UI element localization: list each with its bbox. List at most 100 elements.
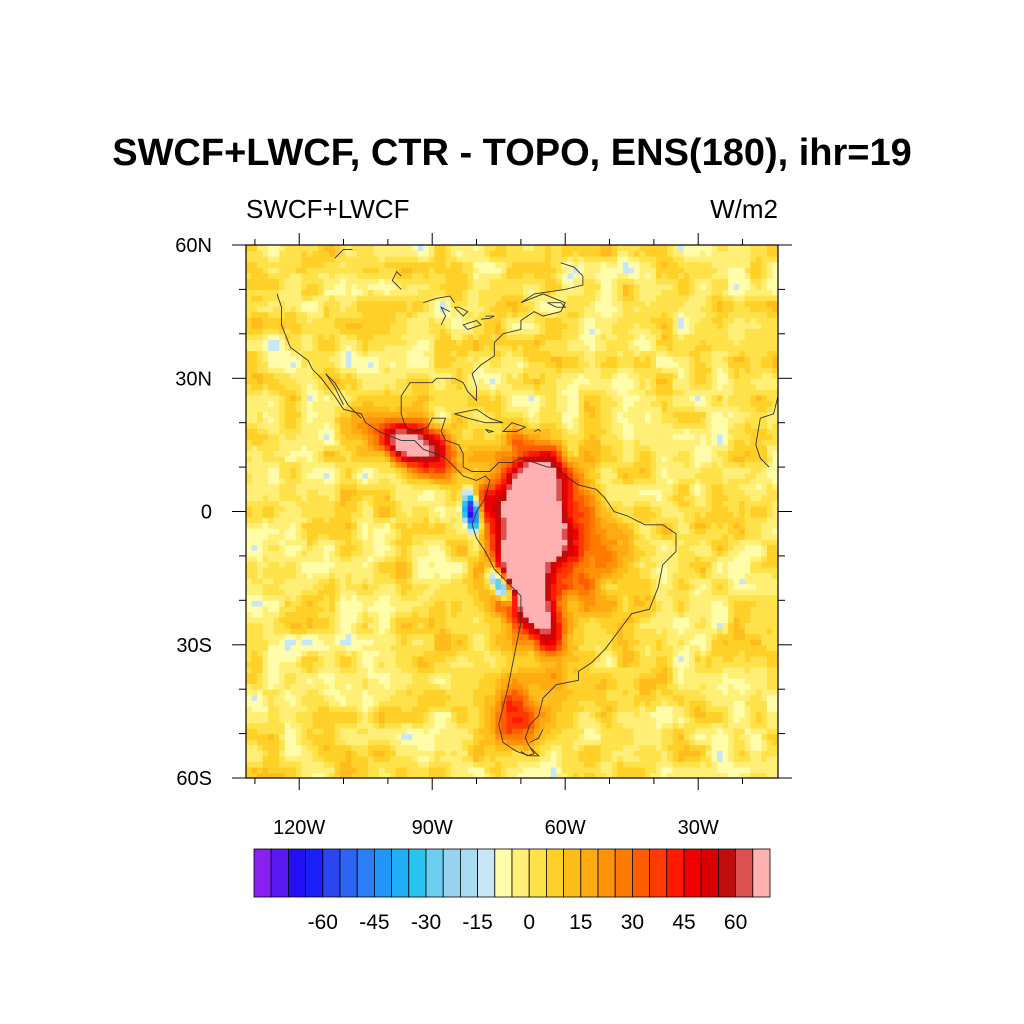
field-cell bbox=[523, 716, 530, 724]
field-cell bbox=[523, 728, 530, 735]
field-cell bbox=[340, 700, 347, 707]
field-cell bbox=[512, 600, 519, 607]
field-cell bbox=[323, 389, 330, 396]
field-cell bbox=[512, 722, 519, 729]
field-cell bbox=[478, 339, 485, 346]
field-cell bbox=[295, 561, 303, 568]
field-cell bbox=[456, 572, 463, 579]
field-cell bbox=[340, 739, 347, 746]
field-cell bbox=[412, 245, 419, 252]
field-cell bbox=[356, 306, 363, 313]
field-cell bbox=[462, 689, 469, 696]
field-cell bbox=[417, 700, 424, 707]
field-cell bbox=[290, 528, 297, 535]
field-cell bbox=[473, 333, 480, 340]
field-cell bbox=[467, 300, 474, 307]
field-cell bbox=[500, 733, 508, 740]
field-cell bbox=[384, 433, 391, 440]
field-cell bbox=[473, 711, 480, 718]
field-cell bbox=[356, 611, 363, 618]
field-cell bbox=[451, 417, 458, 424]
field-cell bbox=[506, 616, 513, 624]
field-cell bbox=[312, 511, 319, 518]
field-cell bbox=[528, 433, 535, 440]
field-cell bbox=[334, 478, 341, 485]
field-cell bbox=[473, 306, 480, 313]
field-cell bbox=[512, 583, 519, 590]
field-cell bbox=[412, 766, 419, 774]
field-cell bbox=[489, 455, 496, 463]
field-cell bbox=[312, 755, 319, 762]
field-cell bbox=[434, 411, 441, 418]
field-cell bbox=[379, 567, 386, 574]
field-cell bbox=[306, 372, 314, 379]
field-cell bbox=[523, 389, 530, 396]
field-cell bbox=[395, 750, 402, 757]
field-cell bbox=[373, 689, 380, 696]
field-cell bbox=[268, 472, 275, 479]
field-cell bbox=[318, 300, 325, 307]
field-cell bbox=[345, 761, 352, 768]
field-cell bbox=[268, 578, 275, 585]
field-cell bbox=[345, 383, 352, 390]
field-cell bbox=[284, 683, 291, 690]
field-cell bbox=[284, 256, 291, 263]
field-cell bbox=[379, 411, 386, 418]
field-cell bbox=[406, 672, 413, 679]
field-cell bbox=[489, 600, 496, 607]
field-cell bbox=[362, 250, 369, 257]
field-cell bbox=[412, 439, 419, 446]
field-cell bbox=[406, 278, 413, 285]
field-cell bbox=[417, 594, 424, 601]
field-cell bbox=[523, 517, 530, 524]
field-cell bbox=[390, 311, 397, 318]
field-cell bbox=[445, 322, 452, 329]
field-cell bbox=[401, 539, 408, 546]
field-cell bbox=[484, 644, 491, 651]
field-cell bbox=[301, 294, 308, 302]
field-cell bbox=[434, 300, 441, 307]
field-cell bbox=[445, 605, 452, 613]
field-cell bbox=[484, 583, 491, 590]
field-cell bbox=[423, 611, 430, 618]
field-cell bbox=[467, 267, 474, 274]
field-cell bbox=[423, 711, 430, 718]
field-cell bbox=[484, 561, 491, 568]
field-cell bbox=[334, 505, 341, 513]
field-cell bbox=[257, 766, 264, 774]
field-cell bbox=[246, 744, 253, 751]
field-cell bbox=[478, 461, 485, 468]
field-cell bbox=[362, 394, 369, 402]
field-cell bbox=[351, 728, 358, 735]
field-cell bbox=[417, 400, 424, 407]
field-cell bbox=[301, 389, 308, 396]
field-cell bbox=[262, 622, 269, 629]
field-cell bbox=[367, 722, 375, 729]
field-cell bbox=[401, 716, 408, 724]
field-cell bbox=[329, 350, 336, 357]
field-cell bbox=[268, 711, 275, 718]
field-cell bbox=[367, 478, 375, 485]
field-cell bbox=[362, 517, 369, 524]
field-cell bbox=[395, 422, 402, 429]
field-cell bbox=[384, 472, 391, 479]
field-cell bbox=[473, 594, 480, 601]
field-cell bbox=[462, 372, 469, 379]
field-cell bbox=[495, 317, 502, 324]
field-cell bbox=[439, 467, 447, 474]
field-cell bbox=[473, 256, 480, 263]
field-cell bbox=[500, 750, 508, 757]
field-cell bbox=[523, 611, 530, 618]
field-cell bbox=[500, 300, 508, 307]
field-cell bbox=[445, 761, 452, 768]
field-cell bbox=[506, 733, 513, 740]
field-cell bbox=[246, 300, 253, 307]
field-cell bbox=[528, 478, 535, 485]
field-cell bbox=[329, 683, 336, 690]
field-cell bbox=[312, 694, 319, 701]
field-cell bbox=[478, 622, 485, 629]
field-cell bbox=[367, 311, 375, 318]
field-cell bbox=[301, 683, 308, 690]
field-cell bbox=[334, 272, 341, 279]
field-cell bbox=[473, 678, 480, 685]
